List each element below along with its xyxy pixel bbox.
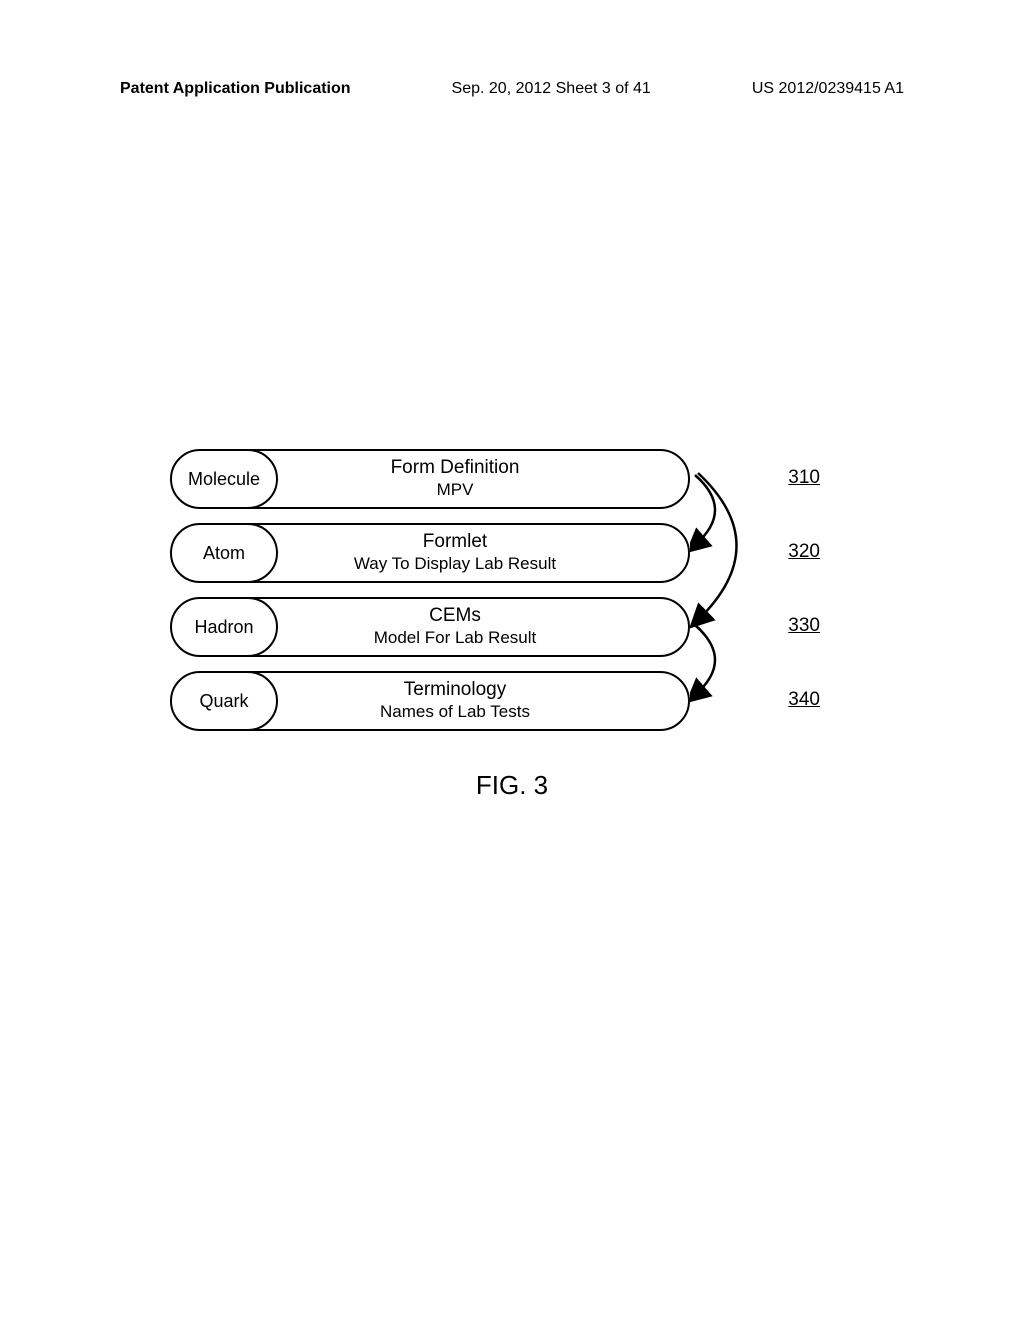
bar-content: CEMs Model For Lab Result bbox=[290, 597, 620, 657]
figure-label: FIG. 3 bbox=[0, 770, 1024, 801]
bar-content: Terminology Names of Lab Tests bbox=[290, 671, 620, 731]
bar-subtitle: Names of Lab Tests bbox=[380, 702, 530, 722]
ref-num: 310 bbox=[788, 467, 820, 489]
bar-title: Form Definition bbox=[391, 457, 520, 480]
hierarchy-arrows bbox=[690, 445, 870, 745]
oval-label-molecule: Molecule bbox=[170, 449, 278, 509]
bar-subtitle: Model For Lab Result bbox=[374, 628, 537, 648]
ref-num: 340 bbox=[788, 689, 820, 711]
bar-subtitle: MPV bbox=[437, 480, 474, 500]
bar-content: Formlet Way To Display Lab Result bbox=[290, 523, 620, 583]
bar-title: CEMs bbox=[429, 605, 481, 628]
bar-title: Formlet bbox=[423, 531, 487, 554]
ref-num: 330 bbox=[788, 615, 820, 637]
header-publication: Patent Application Publication bbox=[120, 80, 351, 98]
oval-label-quark: Quark bbox=[170, 671, 278, 731]
header-date-sheet: Sep. 20, 2012 Sheet 3 of 41 bbox=[452, 80, 651, 98]
bar-content: Form Definition MPV bbox=[290, 449, 620, 509]
ref-num: 320 bbox=[788, 541, 820, 563]
header-patent-number: US 2012/0239415 A1 bbox=[752, 80, 904, 98]
oval-label-hadron: Hadron bbox=[170, 597, 278, 657]
bar-subtitle: Way To Display Lab Result bbox=[354, 554, 556, 574]
bar-title: Terminology bbox=[404, 679, 506, 702]
oval-label-atom: Atom bbox=[170, 523, 278, 583]
